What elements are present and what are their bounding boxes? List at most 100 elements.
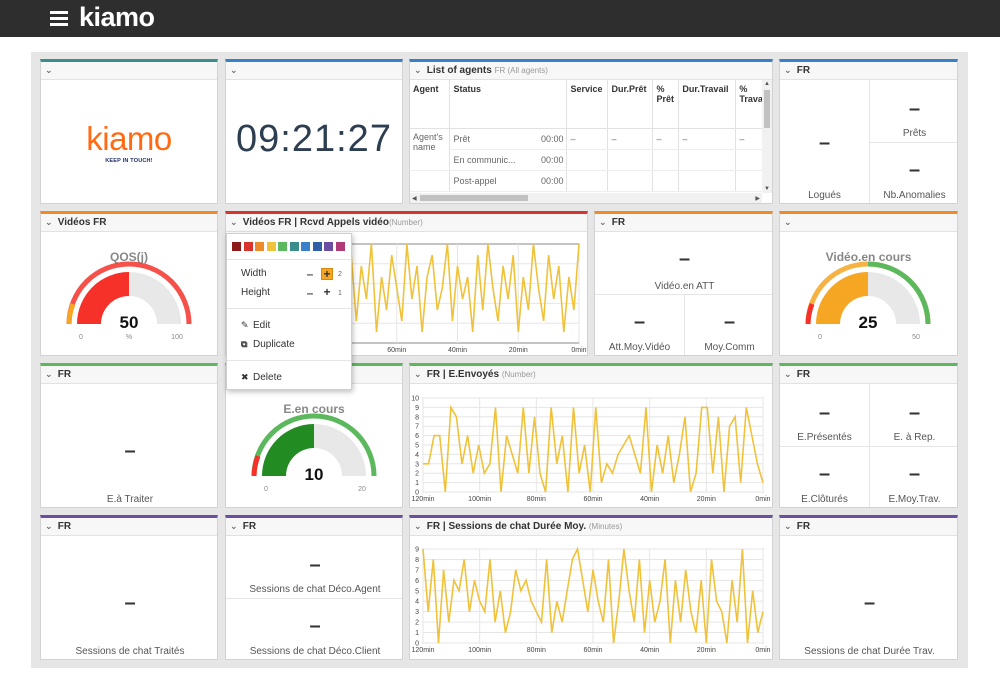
- gauge-unit: %: [126, 334, 132, 341]
- color-swatch[interactable]: [301, 242, 310, 251]
- scroll-thumb[interactable]: [420, 195, 528, 201]
- y-tick-label: 7: [415, 424, 419, 431]
- chevron-down-icon[interactable]: ⌄: [414, 65, 422, 75]
- gauge-min: 0: [264, 486, 268, 493]
- chevron-down-icon[interactable]: ⌄: [45, 65, 53, 75]
- stat-moy-comm: – Moy.Comm: [704, 311, 755, 353]
- chevron-down-icon[interactable]: ⌄: [414, 369, 422, 379]
- widget-header: ⌄ FR: [595, 214, 772, 232]
- scroll-up-icon[interactable]: ▲: [764, 81, 770, 87]
- e-en-cours-gauge: 10 0 20: [251, 413, 377, 493]
- chevron-down-icon[interactable]: ⌄: [784, 217, 792, 227]
- widget-subtitle: (Number): [388, 218, 423, 227]
- edit-icon: ✎: [241, 320, 249, 330]
- color-swatch[interactable]: [278, 242, 287, 251]
- scroll-left-icon[interactable]: ◀: [412, 196, 417, 202]
- widget-title: List of agents: [426, 65, 492, 76]
- chevron-down-icon[interactable]: ⌄: [45, 369, 53, 379]
- logo-widget: ⌄ kiamo KEEP IN TOUCH!: [40, 59, 218, 204]
- envoyes-line-chart: 120min 100min 80min 60min 40min 20min 0min 0 1 2 3…: [411, 396, 770, 504]
- chevron-down-icon[interactable]: ⌄: [784, 65, 792, 75]
- widget-title: FR: [242, 521, 257, 532]
- height-decrease-button[interactable]: –: [306, 286, 314, 300]
- widget-header: ⌄ FR | Sessions de chat Durée Moy. (Minu…: [410, 518, 772, 536]
- duplicate-menu-item[interactable]: ⧉ Duplicate: [241, 339, 295, 350]
- y-tick-label: 8: [415, 557, 419, 564]
- color-swatch[interactable]: [232, 242, 241, 251]
- chevron-down-icon[interactable]: ⌄: [230, 217, 238, 227]
- widget-header: ⌄: [226, 62, 402, 80]
- x-tick-label: 100min: [468, 647, 491, 654]
- widget-title: FR: [57, 521, 72, 532]
- x-tick-label: 40min: [640, 647, 659, 654]
- widget-title: FR | E.Envoyés: [426, 369, 500, 380]
- chevron-down-icon[interactable]: ⌄: [784, 521, 792, 531]
- chevron-down-icon[interactable]: ⌄: [45, 217, 53, 227]
- stat-e-presentes: – E.Présentés: [797, 402, 852, 443]
- color-swatch[interactable]: [255, 242, 264, 251]
- x-tick-label: 20min: [509, 347, 528, 354]
- x-tick-label: 20min: [697, 647, 716, 654]
- col-header[interactable]: Dur.Travail: [678, 80, 737, 129]
- menu-icon[interactable]: [50, 11, 68, 26]
- gauge-title: Vidéo.en cours: [825, 250, 912, 264]
- stat-e-clotures: – E.Clôturés: [801, 463, 848, 505]
- color-swatch[interactable]: [243, 242, 253, 251]
- gauge-max: 50: [912, 334, 920, 341]
- sessions-line-chart: 120min 100min 80min 60min 40min 20min 0min 0 1 2 3…: [412, 546, 771, 654]
- color-swatch[interactable]: [312, 242, 322, 251]
- color-swatch[interactable]: [266, 242, 276, 251]
- x-tick-label: 60min: [583, 496, 602, 503]
- x-tick-label: 60min: [583, 647, 602, 654]
- table-row[interactable]: Agent's name Prêt 00:00 – – – – –: [410, 128, 772, 171]
- horizontal-scrollbar[interactable]: ◀ ▶: [410, 193, 762, 203]
- gauge-title: E.en cours: [283, 402, 345, 416]
- col-header[interactable]: % Prêt: [652, 80, 680, 129]
- y-tick-label: 9: [415, 405, 419, 412]
- chevron-down-icon[interactable]: ⌄: [599, 217, 607, 227]
- y-tick-label: 9: [415, 547, 419, 554]
- chevron-down-icon[interactable]: ⌄: [784, 369, 792, 379]
- dur-travail-cell: –: [678, 128, 737, 150]
- table-row[interactable]: En communic... 00:00: [410, 149, 772, 171]
- widget-title: FR: [796, 369, 811, 380]
- stat-e-moy-trav: – E.Moy.Trav.: [888, 463, 941, 505]
- stat-prets: – Prêts: [902, 98, 927, 139]
- widget-title: Vidéos FR | Rcvd Appels vidéo: [242, 217, 389, 228]
- width-decrease-button[interactable]: –: [306, 267, 314, 281]
- chevron-down-icon[interactable]: ⌄: [230, 65, 238, 75]
- dur-pret-cell: –: [607, 128, 654, 150]
- col-header[interactable]: Agent: [410, 80, 451, 129]
- scroll-right-icon[interactable]: ▶: [755, 196, 760, 202]
- widget-header: ⌄: [780, 214, 957, 232]
- x-tick-label: 100min: [468, 496, 491, 503]
- height-increase-button[interactable]: +: [323, 285, 331, 299]
- col-header[interactable]: Service: [566, 80, 609, 129]
- fr-chat-deco-widget: ⌄ FR – Sessions de chat Déco.Agent – Ses…: [225, 515, 403, 660]
- color-swatch[interactable]: [335, 242, 345, 251]
- edit-menu-item[interactable]: ✎ Edit: [241, 320, 271, 331]
- gauge-min: 0: [79, 334, 83, 341]
- y-tick-label: 7: [415, 567, 419, 574]
- stat-chat-duree-trav: – Sessions de chat Durée Trav.: [804, 592, 935, 657]
- chevron-down-icon[interactable]: ⌄: [414, 521, 422, 531]
- y-tick-label: 1: [415, 480, 419, 487]
- delete-menu-item[interactable]: ✖ Delete: [241, 372, 282, 383]
- vertical-scrollbar[interactable]: ▲ ▼: [762, 80, 772, 193]
- widget-subtitle: (Number): [501, 370, 536, 379]
- top-bar: kiamo: [0, 0, 1000, 37]
- widget-subtitle: (Minutes): [588, 522, 623, 531]
- col-header[interactable]: Status: [449, 80, 568, 129]
- logo-tagline: KEEP IN TOUCH!: [105, 158, 153, 164]
- chevron-down-icon[interactable]: ⌄: [230, 521, 238, 531]
- scroll-down-icon[interactable]: ▼: [764, 186, 770, 192]
- scroll-thumb[interactable]: [764, 90, 770, 128]
- col-header[interactable]: Dur.Prêt: [607, 80, 654, 129]
- color-swatch[interactable]: [289, 242, 299, 251]
- width-increase-button[interactable]: +: [321, 268, 333, 280]
- stat-chat-deco-client: – Sessions de chat Déco.Client: [249, 615, 381, 657]
- table-row[interactable]: Post-appel 00:00: [410, 170, 772, 192]
- chevron-down-icon[interactable]: ⌄: [45, 521, 53, 531]
- color-swatch[interactable]: [324, 242, 333, 251]
- envoyes-chart-widget: ⌄ FR | E.Envoyés (Number) 120min 100min 80…: [409, 363, 773, 508]
